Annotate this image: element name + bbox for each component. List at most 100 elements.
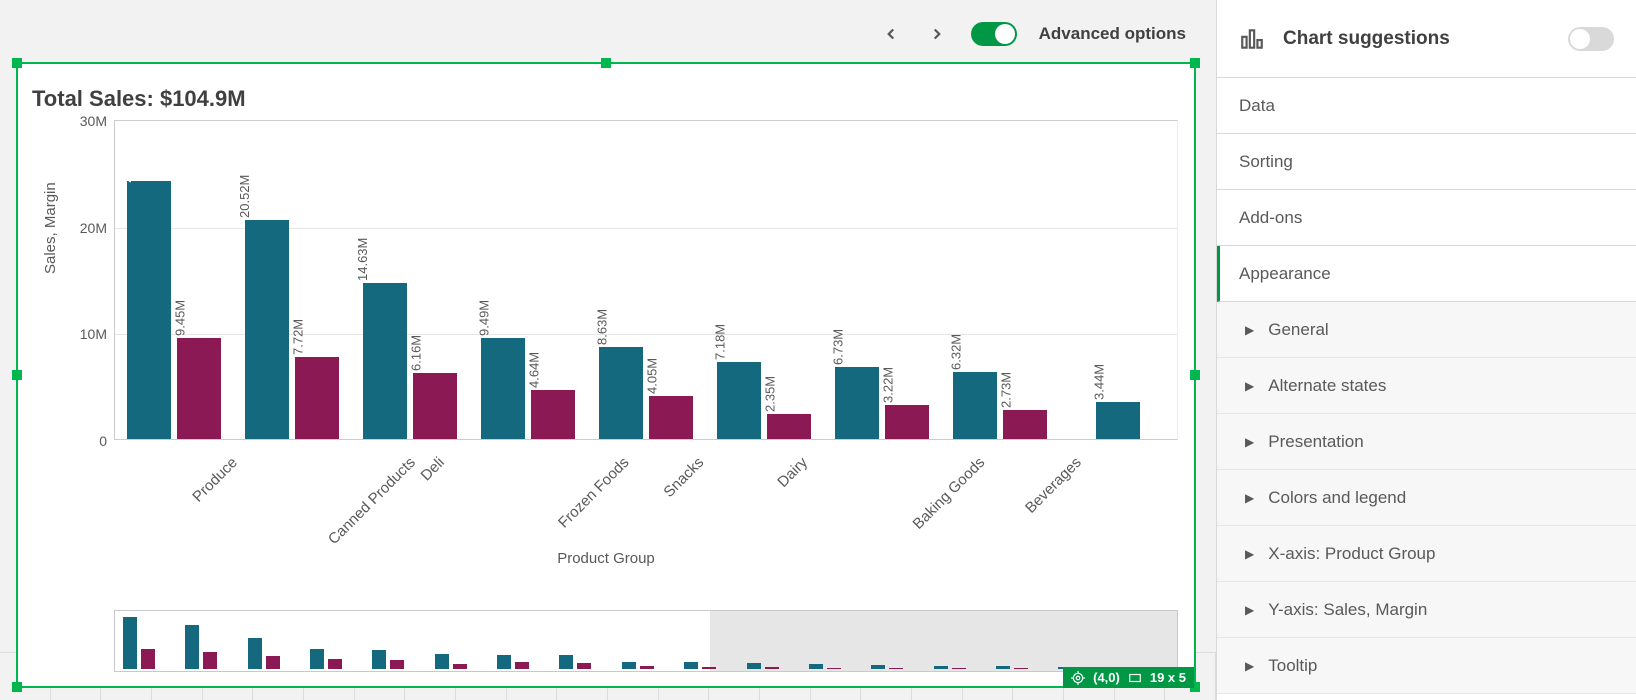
- resize-handle[interactable]: [12, 682, 22, 692]
- bar[interactable]: 7.18M: [717, 362, 761, 439]
- bar-value-label: 6.32M: [948, 333, 963, 371]
- resize-handle[interactable]: [12, 58, 22, 68]
- bar-value-label: 2.73M: [998, 372, 1013, 410]
- bar-group[interactable]: 20.52M7.72M: [233, 121, 351, 439]
- advanced-options-toggle[interactable]: [971, 22, 1017, 46]
- chart-toolbar: Advanced options: [879, 14, 1186, 54]
- mini-bar: [203, 652, 217, 669]
- mini-bar: [310, 649, 324, 669]
- panel-subitem[interactable]: ▶ Tooltip: [1217, 638, 1636, 694]
- main-canvas: Advanced options Total Sales: $104.9M Sa…: [0, 0, 1216, 700]
- chart-object[interactable]: Total Sales: $104.9M Sales, Margin 010M2…: [16, 62, 1196, 688]
- resize-handle[interactable]: [1190, 58, 1200, 68]
- bar[interactable]: 6.73M: [835, 367, 879, 439]
- panel-header: Chart suggestions: [1217, 0, 1636, 78]
- mini-bar: [559, 655, 573, 669]
- properties-panel: Chart suggestions DataSortingAdd-onsAppe…: [1216, 0, 1636, 700]
- bar[interactable]: 7.72M: [295, 357, 339, 439]
- mini-bar: [702, 667, 716, 669]
- mini-bar: [889, 668, 903, 669]
- mini-bar: [390, 660, 404, 669]
- mini-bar: [577, 663, 591, 669]
- caret-right-icon: ▶: [1245, 547, 1254, 561]
- mini-bar: [934, 666, 948, 669]
- mini-bar: [266, 656, 280, 669]
- mini-bar: [684, 662, 698, 669]
- resize-handle[interactable]: [1190, 370, 1200, 380]
- panel-subitem[interactable]: ▶Alternate states: [1217, 358, 1636, 414]
- bar[interactable]: 4.05M: [649, 396, 693, 439]
- panel-section-add-ons[interactable]: Add-ons: [1217, 190, 1636, 246]
- caret-right-icon: ▶: [1245, 659, 1254, 673]
- chart-suggestions-toggle[interactable]: [1568, 27, 1614, 51]
- bar-value-label: 6.16M: [408, 335, 423, 373]
- bar[interactable]: 9.45M: [177, 338, 221, 439]
- mini-bar: [185, 625, 199, 669]
- bar[interactable]: 14.63M: [363, 283, 407, 439]
- bar[interactable]: 9.49M: [481, 338, 525, 439]
- panel-subitem[interactable]: ▶ Presentation: [1217, 414, 1636, 470]
- bar-group[interactable]: 3.44M: [1059, 121, 1177, 439]
- panel-subitem-label: Tooltip: [1268, 656, 1317, 676]
- bar-group[interactable]: 6.73M3.22M: [823, 121, 941, 439]
- panel-subitem[interactable]: ▶X-axis: Product Group: [1217, 526, 1636, 582]
- prev-button[interactable]: [879, 22, 903, 46]
- bar-value-label: 6.73M: [830, 329, 845, 367]
- bar[interactable]: 6.16M: [413, 373, 457, 439]
- bar[interactable]: 3.22M: [885, 405, 929, 439]
- panel-subitem-label: Colors and legend: [1268, 488, 1406, 508]
- caret-right-icon: ▶: [1245, 603, 1254, 617]
- mini-bar: [640, 666, 654, 669]
- mini-bar: [1014, 668, 1028, 669]
- panel-subitem[interactable]: ▶Colors and legend: [1217, 470, 1636, 526]
- bar-group[interactable]: 14.63M6.16M: [351, 121, 469, 439]
- x-axis-labels: ProduceCanned ProductsDeliFrozen FoodsSn…: [114, 444, 1178, 564]
- x-tick-label: Snacks: [660, 454, 707, 501]
- bar-value-label: 2.35M: [762, 376, 777, 414]
- bar-group[interactable]: 8.63M4.05M: [587, 121, 705, 439]
- panel-subitem-label: General: [1268, 320, 1328, 340]
- panel-subitem[interactable]: ▶ General: [1217, 302, 1636, 358]
- bar-group[interactable]: 9.49M4.64M: [469, 121, 587, 439]
- panel-section-data[interactable]: Data: [1217, 78, 1636, 134]
- bar-value-label: 20.52M: [237, 175, 252, 220]
- resize-handle[interactable]: [601, 58, 611, 68]
- mini-bar: [372, 650, 386, 669]
- mini-bar: [123, 617, 137, 669]
- caret-right-icon: ▶: [1245, 323, 1254, 337]
- bar-value-label: 9.49M: [476, 300, 491, 338]
- mini-bar: [622, 662, 636, 669]
- caret-right-icon: ▶: [1245, 435, 1254, 449]
- resize-handle[interactable]: [12, 370, 22, 380]
- bar[interactable]: 2.73M: [1003, 410, 1047, 439]
- bar-group[interactable]: 6.32M2.73M: [941, 121, 1059, 439]
- mini-bar: [871, 665, 885, 669]
- mini-bar: [141, 649, 155, 669]
- bar-group[interactable]: 24.16M9.45M: [115, 121, 233, 439]
- panel-section-appearance[interactable]: Appearance: [1217, 246, 1636, 302]
- bar-group[interactable]: 7.18M2.35M: [705, 121, 823, 439]
- target-icon: [1071, 671, 1085, 685]
- chart-plot-area: 010M20M30M24.16M9.45M20.52M7.72M14.63M6.…: [114, 120, 1178, 440]
- panel-subitem[interactable]: ▶Y-axis: Sales, Margin: [1217, 582, 1636, 638]
- bar-value-label: 3.22M: [880, 367, 895, 405]
- mini-bar: [827, 668, 841, 670]
- panel-subitem-label: Presentation: [1268, 432, 1363, 452]
- advanced-options-label: Advanced options: [1039, 24, 1186, 44]
- bar[interactable]: 2.35M: [767, 414, 811, 439]
- mini-chart-scroller[interactable]: [114, 610, 1178, 672]
- bar-value-label: 4.64M: [526, 351, 541, 389]
- bar[interactable]: 20.52M: [245, 220, 289, 439]
- bar[interactable]: 8.63M: [599, 347, 643, 439]
- bar[interactable]: 24.16M: [127, 181, 171, 439]
- panel-section-sorting[interactable]: Sorting: [1217, 134, 1636, 190]
- bar[interactable]: 3.44M: [1096, 402, 1140, 439]
- bar[interactable]: 4.64M: [531, 390, 575, 439]
- next-button[interactable]: [925, 22, 949, 46]
- mini-bar: [952, 668, 966, 669]
- x-tick-label: Dairy: [774, 454, 811, 491]
- chart-title: Total Sales: $104.9M: [32, 86, 246, 112]
- mini-bar: [765, 667, 779, 669]
- size-value: 19 x 5: [1150, 670, 1186, 685]
- bar[interactable]: 6.32M: [953, 372, 997, 439]
